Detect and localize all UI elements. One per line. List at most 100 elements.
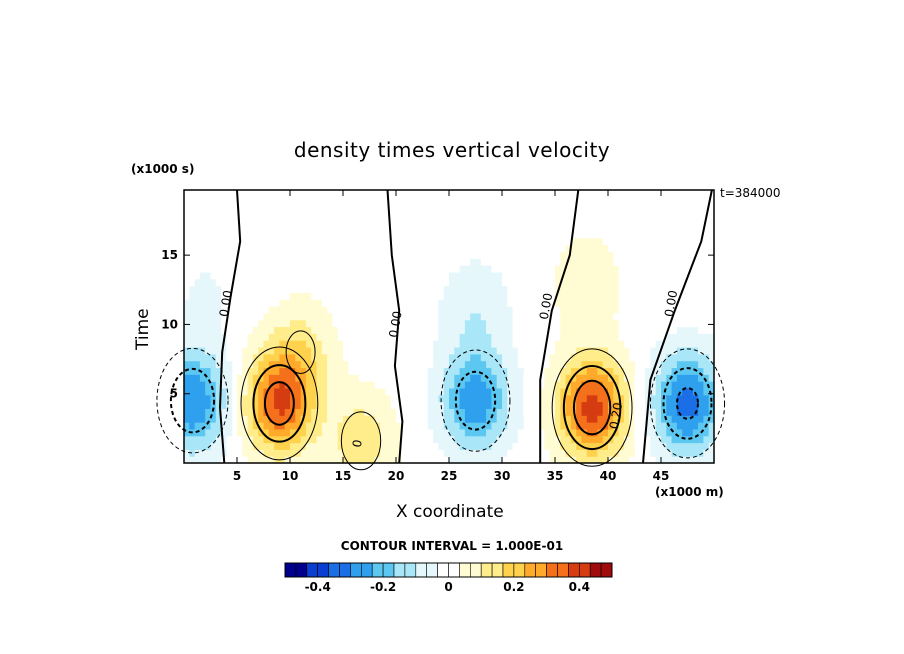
heatmap-cell <box>311 401 318 409</box>
heatmap-cell <box>449 422 455 430</box>
heatmap-cell <box>618 394 625 403</box>
heatmap-cell <box>316 326 323 334</box>
heatmap-cell <box>252 401 259 409</box>
heatmap-cell <box>268 387 275 396</box>
heatmap-cell <box>539 435 545 444</box>
heatmap-cell <box>650 442 657 450</box>
heatmap-cell <box>565 271 572 280</box>
heatmap-cell <box>189 381 196 389</box>
heatmap-cell <box>337 360 344 369</box>
heatmap-cell <box>316 306 323 314</box>
heatmap-cell <box>486 326 492 334</box>
heatmap-cell <box>274 306 280 314</box>
heatmap-cell <box>475 435 482 444</box>
heatmap-cell <box>581 367 588 375</box>
heatmap-cell <box>512 387 519 396</box>
heatmap-cell <box>449 333 455 341</box>
heatmap-cell <box>252 387 259 396</box>
heatmap-cell <box>321 319 328 328</box>
heatmap-cell <box>316 340 323 348</box>
x-axis-label: X coordinate <box>396 502 504 522</box>
heatmap-cell <box>708 326 715 334</box>
heatmap-cell <box>602 449 609 457</box>
heatmap-cell <box>295 381 302 389</box>
heatmap-cell <box>321 435 328 444</box>
heatmap-cell <box>491 415 498 423</box>
heatmap-cell <box>454 381 461 389</box>
heatmap-cell <box>613 258 620 266</box>
heatmap-cell <box>332 306 339 314</box>
heatmap-cell <box>517 435 524 444</box>
heatmap-cell <box>560 353 567 362</box>
heatmap-cell <box>459 408 466 416</box>
heatmap-cell <box>555 244 561 253</box>
heatmap-cell <box>671 422 678 430</box>
heatmap-cell <box>215 449 222 457</box>
heatmap-cell <box>486 319 492 328</box>
heatmap-cell <box>496 312 503 321</box>
heatmap-cell <box>549 442 556 450</box>
heatmap-cell <box>295 456 302 464</box>
heatmap-cell <box>671 367 678 375</box>
heatmap-cell <box>459 258 466 266</box>
heatmap-cell <box>221 401 227 409</box>
heatmap-cell <box>210 456 217 464</box>
heatmap-cell <box>560 340 567 348</box>
heatmap-cell <box>544 367 551 375</box>
heatmap-cell <box>544 401 551 409</box>
heatmap-cell <box>581 387 588 396</box>
heatmap-cell <box>454 278 461 287</box>
heatmap-cell <box>512 422 519 430</box>
colorbar-swatch <box>491 562 504 578</box>
heatmap-cell <box>199 394 206 403</box>
heatmap-cell <box>608 244 614 253</box>
heatmap-cell <box>215 265 222 273</box>
heatmap-cell <box>194 333 201 341</box>
heatmap-cell <box>390 394 397 403</box>
heatmap-cell <box>586 230 593 239</box>
heatmap-cell <box>496 346 503 355</box>
heatmap-cell <box>565 367 572 375</box>
heatmap-cell <box>602 244 609 253</box>
contour-line <box>572 379 612 436</box>
heatmap-cell <box>449 346 455 355</box>
heatmap-cell <box>491 326 498 334</box>
heatmap-cell <box>215 442 222 450</box>
heatmap-cell <box>496 442 503 450</box>
heatmap-cell <box>703 340 710 348</box>
heatmap-cell <box>555 292 561 300</box>
heatmap-cell <box>385 449 392 457</box>
heatmap-cell <box>560 435 567 444</box>
heatmap-cell <box>295 285 302 293</box>
heatmap-cell <box>226 381 233 389</box>
heatmap-cell <box>258 340 265 348</box>
heatmap-cell <box>311 435 318 444</box>
heatmap-cell <box>650 456 657 464</box>
heatmap-cell <box>565 292 572 300</box>
heatmap-cell <box>443 387 450 396</box>
heatmap-cell <box>687 408 694 416</box>
heatmap-cell <box>279 428 286 437</box>
heatmap-cell <box>358 428 365 437</box>
heatmap-cell <box>459 278 466 287</box>
heatmap-cell <box>586 292 593 300</box>
heatmap-cell <box>199 374 206 382</box>
heatmap-cell <box>242 449 249 457</box>
heatmap-cell <box>311 306 318 314</box>
heatmap-cell <box>539 415 545 423</box>
heatmap-cell <box>570 374 577 382</box>
heatmap-cell <box>438 346 445 355</box>
heatmap-cell <box>279 340 286 348</box>
heatmap-cell <box>565 265 572 273</box>
heatmap-cell <box>671 401 678 409</box>
heatmap-cell <box>268 394 275 403</box>
heatmap-cell <box>184 449 190 457</box>
heatmap-cell <box>676 449 683 457</box>
x-tick-label: 15 <box>335 469 352 483</box>
heatmap-cell <box>486 422 492 430</box>
heatmap-cell <box>194 326 201 334</box>
heatmap-cell <box>517 408 524 416</box>
heatmap-cell <box>390 456 397 464</box>
heatmap-cell <box>676 442 683 450</box>
heatmap-cell <box>358 456 365 464</box>
